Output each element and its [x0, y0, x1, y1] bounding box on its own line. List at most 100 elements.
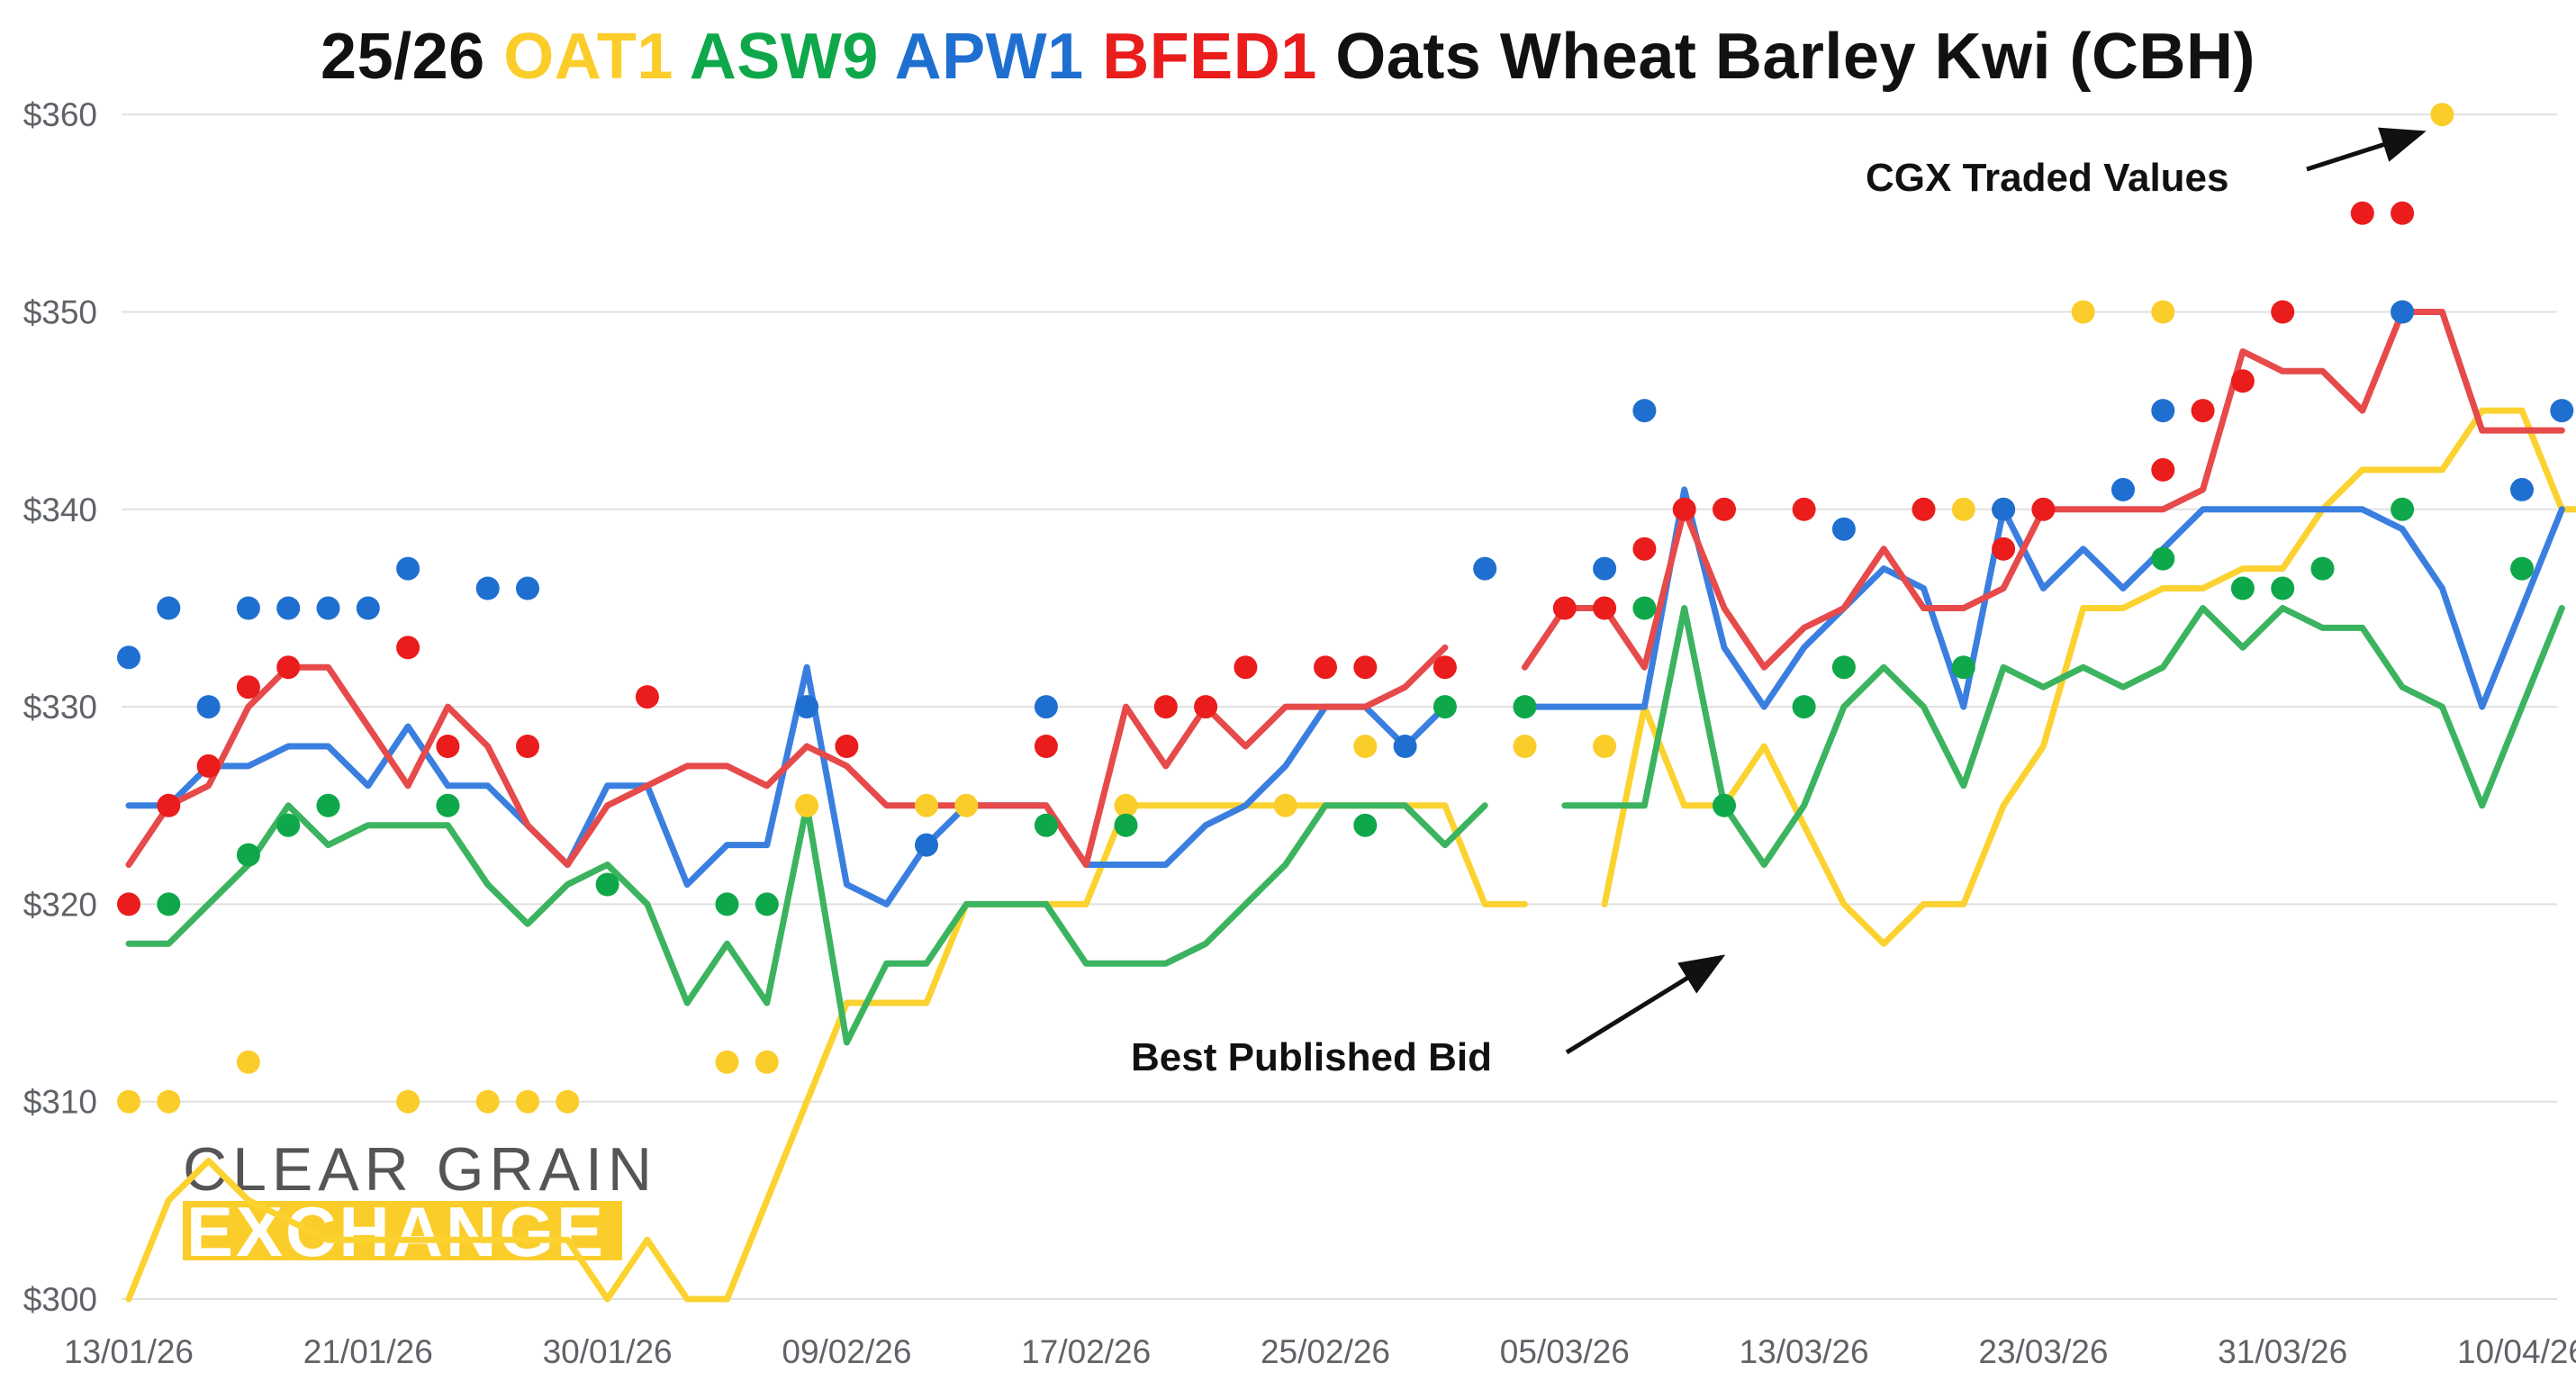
traded-dot-apw [795, 695, 819, 719]
traded-dot-apw [1393, 735, 1417, 758]
x-axis-ticks: 13/01/26 21/01/26 30/01/26 09/02/26 17/02/26… [64, 1333, 2576, 1370]
x-tick-label: 30/01/26 [543, 1333, 673, 1370]
traded-dot-asw [1792, 695, 1816, 719]
traded-dot-asw [1713, 793, 1736, 817]
logo-band [183, 1201, 622, 1260]
traded-dot-apw [276, 596, 301, 620]
traded-dot-apw [2550, 399, 2574, 423]
traded-dot-bfed [236, 675, 260, 700]
traded-dot-asw [2310, 556, 2335, 581]
series-line-bfed1 [125, 644, 1449, 868]
y-axis-ticks: $300 $310 $320 $330 $340 $350 $360 [23, 96, 97, 1318]
traded-dot-apw [1473, 556, 1497, 581]
traded-dot-bfed [1992, 537, 2016, 561]
traded-dot-oat [475, 1089, 500, 1114]
traded-dot-bfed [117, 892, 140, 916]
x-tick-label: 13/03/26 [1740, 1333, 1869, 1370]
traded-dot-asw [1513, 695, 1537, 719]
title-asw9: ASW9 [689, 21, 879, 93]
series-line-asw9 [125, 802, 1488, 1046]
traded-dot-oat [1513, 735, 1537, 758]
traded-dot-bfed [1433, 655, 1457, 680]
traded-dot-asw [236, 843, 260, 867]
traded-dot-oat [556, 1089, 580, 1114]
traded-dot-bfed [2151, 457, 2175, 482]
traded-dot-bfed [1792, 497, 1816, 521]
traded-dot-asw [2230, 576, 2255, 600]
logo-text-top: CLEAR GRAIN [183, 1135, 657, 1204]
x-tick-label: 10/04/26 [2457, 1333, 2576, 1370]
traded-dot-apw [2391, 300, 2415, 324]
traded-dot-oat [954, 793, 979, 817]
traded-dot-oat [1593, 735, 1617, 758]
traded-dot-apw [316, 596, 340, 620]
traded-dot-apw [2510, 477, 2534, 501]
traded-dot-bfed [635, 685, 659, 709]
traded-dot-apw [475, 576, 500, 600]
x-tick-label: 23/03/26 [1978, 1333, 2108, 1370]
title-apw1: APW1 [894, 21, 1084, 93]
traded-dot-apw [1593, 556, 1617, 581]
traded-dot-bfed [436, 735, 460, 758]
chart-title: 25/26 OAT1 ASW9 APW1 BFED1 Oats Wheat Ba… [0, 20, 2576, 94]
traded-dot-bfed [1353, 655, 1378, 680]
x-tick-label: 13/01/26 [64, 1333, 194, 1370]
traded-dot-oat [795, 793, 819, 817]
x-tick-label: 05/03/26 [1500, 1333, 1630, 1370]
x-tick-label: 09/02/26 [782, 1333, 911, 1370]
traded-dot-asw [595, 872, 619, 897]
traded-dot-bfed [1234, 655, 1258, 680]
traded-dot-oat [1353, 735, 1378, 758]
cgx-arrow [2306, 127, 2427, 172]
traded-dot-bfed [1912, 497, 1936, 521]
traded-dot-oat [1114, 793, 1138, 817]
series-line-apw1 [125, 663, 1449, 907]
traded-dot-bfed [157, 793, 181, 817]
traded-dot-asw [436, 793, 460, 817]
traded-dot-asw [2391, 497, 2415, 521]
traded-dot-oat [755, 1050, 779, 1074]
traded-dot-oat [117, 1089, 140, 1114]
traded-dot-apw [2151, 399, 2175, 423]
traded-dot-asw [2151, 546, 2175, 571]
bid-annotation: Best Published Bid [1131, 954, 1726, 1079]
traded-dot-apw [196, 695, 221, 719]
traded-dot-asw [276, 813, 301, 837]
title-oat1: OAT1 [503, 21, 673, 93]
traded-dot-asw [1831, 655, 1856, 680]
title-prefix: 25/26 [321, 21, 485, 93]
traded-dot-bfed [1034, 735, 1058, 758]
traded-dot-asw [2271, 576, 2295, 600]
traded-dot-asw [157, 892, 181, 916]
traded-dot-bfed [1194, 695, 1218, 719]
traded-dot-asw [2510, 556, 2534, 581]
traded-dot-bfed [1713, 497, 1736, 521]
traded-dot-oat [157, 1089, 181, 1114]
y-tick-label: $320 [23, 886, 97, 923]
traded-dot-apw [356, 596, 380, 620]
traded-dot-oat [236, 1050, 260, 1074]
traded-dot-asw [1353, 813, 1378, 837]
traded-dot-bfed [2271, 300, 2295, 324]
traded-dots [117, 103, 2574, 1114]
bid-arrow [1565, 954, 1726, 1055]
x-tick-label: 25/02/26 [1261, 1333, 1390, 1370]
traded-dot-asw [715, 892, 739, 916]
traded-dot-asw [1632, 596, 1657, 620]
traded-dot-bfed [276, 655, 301, 680]
title-suffix: Oats Wheat Barley Kwi (CBH) [1335, 21, 2255, 93]
traded-dot-apw [915, 833, 938, 857]
traded-dot-bfed [1593, 596, 1617, 620]
traded-dot-bfed [2191, 399, 2215, 423]
traded-dot-bfed [2230, 369, 2255, 393]
cgx-annotation-label: CGX Traded Values [1866, 156, 2229, 200]
y-tick-label: $300 [23, 1281, 97, 1318]
traded-dot-apw [1992, 497, 2016, 521]
title-bfed1: BFED1 [1102, 21, 1317, 93]
traded-dot-oat [915, 793, 938, 817]
cgx-annotation: CGX Traded Values [1866, 127, 2427, 200]
traded-dot-oat [396, 1089, 420, 1114]
traded-dot-apw [1632, 399, 1657, 423]
traded-dot-asw [1114, 813, 1138, 837]
